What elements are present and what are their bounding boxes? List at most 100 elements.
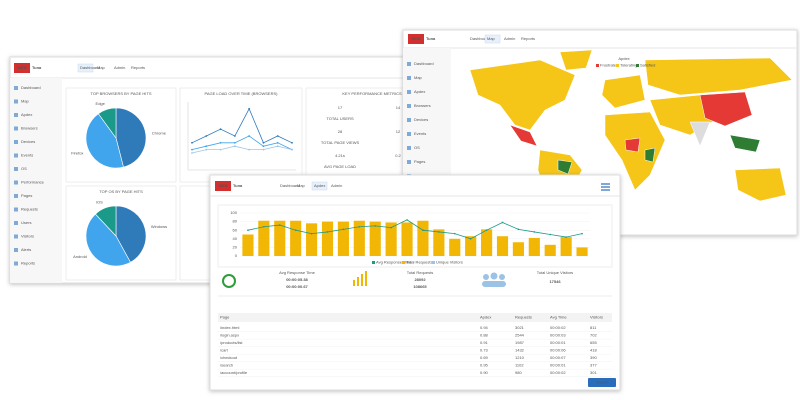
region <box>734 167 787 202</box>
pie-label: Chrome <box>152 131 167 136</box>
y-tick-label: 60 <box>233 227 238 232</box>
sidebar-item[interactable]: Reports <box>21 261 35 266</box>
sidebar-item[interactable]: Map <box>414 75 423 80</box>
line-point <box>191 141 193 144</box>
bar <box>242 234 254 256</box>
sidebar-icon <box>14 248 18 252</box>
nav-tab[interactable]: Dashboard <box>80 65 100 70</box>
sidebar-item[interactable]: Apdex <box>21 112 32 117</box>
line-point <box>294 229 297 231</box>
sidebar-item[interactable]: Alerts <box>21 247 31 252</box>
sidebar-icon <box>14 261 18 266</box>
table-link[interactable]: /cart <box>220 348 229 353</box>
nav-tab[interactable]: Reports <box>131 65 145 70</box>
nav-tab[interactable]: Map <box>97 65 106 70</box>
line-point <box>422 229 424 231</box>
table-header: Page <box>220 315 230 320</box>
sidebar-item[interactable]: Users <box>21 220 31 225</box>
nav-tab[interactable]: Admin <box>331 183 342 188</box>
bar <box>290 220 302 256</box>
bar <box>528 237 540 256</box>
sidebar-item[interactable]: Events <box>21 153 33 158</box>
sidebar-item[interactable]: Apdex <box>414 89 425 94</box>
sidebar-item[interactable]: Map <box>21 99 30 104</box>
line-point <box>276 145 279 148</box>
table-cell: 418 <box>590 348 597 353</box>
pie-label: Android <box>73 254 87 259</box>
bar <box>369 221 381 256</box>
sidebar-icon <box>407 76 411 80</box>
nav-tab[interactable]: Reports <box>521 36 535 41</box>
nav-tab[interactable]: Admin <box>114 65 125 70</box>
table-cell: 00:00:01 <box>550 340 566 345</box>
table-cell: 811 <box>590 325 597 330</box>
line-point <box>262 148 265 151</box>
table-header: Apdex <box>480 315 491 320</box>
logo-text: WEB <box>411 36 420 41</box>
bar <box>258 220 270 256</box>
stat-title: Avg Response Time <box>279 270 315 275</box>
bar <box>337 221 349 256</box>
logo-text: Tuna <box>32 65 42 70</box>
table-link[interactable]: /account/profile <box>220 370 248 375</box>
sidebar-item[interactable]: Dashboard <box>21 85 41 90</box>
logo-box <box>408 34 424 44</box>
y-tick-label: 0 <box>235 253 238 258</box>
pie-slice <box>85 113 124 169</box>
nav-tab[interactable]: Dashboard <box>470 36 490 41</box>
table-link[interactable]: /checkout <box>220 355 238 360</box>
sidebar-item[interactable]: Browsers <box>414 103 431 108</box>
legend-label: Unique Visitors <box>436 260 463 265</box>
stat-value: 28092 <box>414 277 426 282</box>
line-point <box>276 141 279 144</box>
kpi-value: 4.21s <box>335 153 345 158</box>
bar <box>576 247 588 256</box>
button-label[interactable]: Export <box>596 380 608 385</box>
table-cell: 00:00:02 <box>550 370 566 375</box>
sidebar-item[interactable]: Events <box>414 131 426 136</box>
table-link[interactable]: /search <box>220 363 233 368</box>
table-cell: 0.95 <box>480 363 489 368</box>
button-bg[interactable] <box>588 378 616 387</box>
sidebar-icon <box>407 132 411 136</box>
nav-tab-active <box>77 63 94 73</box>
pie-label: Edge <box>96 101 106 106</box>
sidebar-item[interactable]: Requests <box>21 207 38 212</box>
nav-tab[interactable]: Apdex <box>314 183 325 188</box>
sidebar-icon <box>14 126 18 131</box>
sidebar-item[interactable]: Visitors <box>21 234 34 239</box>
bar <box>496 236 509 256</box>
sidebar-item[interactable]: OS <box>414 145 420 150</box>
world-map <box>469 49 793 227</box>
sidebar-icon <box>407 90 411 94</box>
line-point <box>291 141 293 144</box>
menu-icon[interactable] <box>601 183 610 191</box>
sidebar-item[interactable]: Devices <box>414 117 428 122</box>
table-link[interactable]: /login.aspx <box>220 333 239 338</box>
sidebar-item[interactable]: Pages <box>21 193 32 198</box>
table-cell: 980 <box>515 370 522 375</box>
sidebar-item[interactable]: Dashboard <box>414 61 434 66</box>
sidebar-item[interactable]: OS <box>21 166 27 171</box>
pie-slice <box>97 107 117 139</box>
sidebar-icon <box>14 167 18 171</box>
nav-tab[interactable]: Admin <box>504 36 515 41</box>
nav-tab[interactable]: Map <box>297 183 306 188</box>
line-point <box>276 135 279 137</box>
sidebar-icon <box>407 62 411 66</box>
nav-tab[interactable]: Map <box>487 36 496 41</box>
sidebar-item[interactable]: Performance <box>21 180 45 185</box>
table-link[interactable]: /index.html <box>220 325 239 330</box>
sidebar-item[interactable]: Browsers <box>21 126 38 131</box>
sidebar-item[interactable]: Devices <box>21 139 35 144</box>
legend-title: Apdex <box>618 56 629 61</box>
sidebar-item[interactable]: Pages <box>414 159 425 164</box>
table-link[interactable]: /products/list <box>220 340 243 345</box>
logo-box <box>14 63 30 73</box>
line-point <box>191 152 193 154</box>
nav-tab-active <box>484 34 501 44</box>
stopwatch-icon <box>222 274 236 288</box>
line-point <box>549 233 552 236</box>
nav-tab[interactable]: Dashboard <box>280 183 300 188</box>
